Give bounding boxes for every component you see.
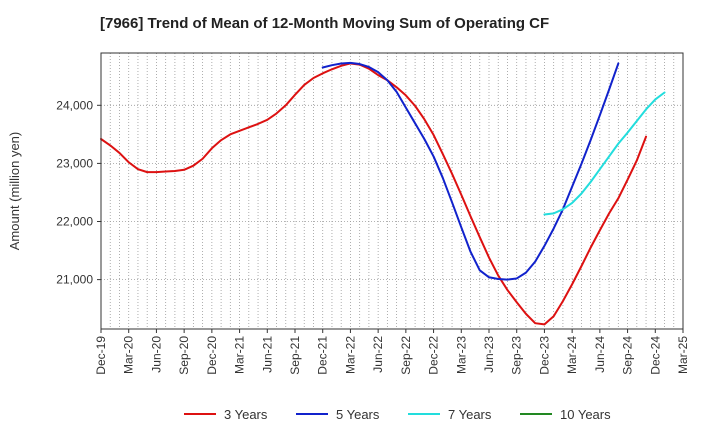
x-tick-label: Sep-24 <box>621 336 635 375</box>
x-tick-label: Dec-21 <box>316 336 330 375</box>
plot-border <box>100 52 684 330</box>
y-tick-label: 22,000 <box>56 215 93 229</box>
x-tick-label: Sep-20 <box>177 336 191 375</box>
x-tick-label: Dec-19 <box>94 336 108 375</box>
x-tick-label: Mar-22 <box>343 336 357 374</box>
x-tick-label: Jun-20 <box>149 336 163 373</box>
x-gridlines <box>109 53 675 329</box>
plot-frame <box>101 53 683 329</box>
x-tick-label: Dec-24 <box>648 336 662 375</box>
legend-label: 10 Years <box>560 407 611 422</box>
series-line-7-years <box>543 91 666 216</box>
x-tick-label: Jun-24 <box>593 336 607 373</box>
y-tick-label: 23,000 <box>56 156 93 170</box>
x-tick-label: Mar-21 <box>233 336 247 374</box>
series-layer <box>100 61 666 326</box>
x-tick-label: Jun-23 <box>482 336 496 373</box>
legend-label: 3 Years <box>224 407 268 422</box>
x-axis-ticks: Dec-19 Mar-20 Jun-20 Sep-20 Dec-20 Mar-21 Jun-… <box>94 329 690 375</box>
x-tick-label: Sep-22 <box>399 336 413 375</box>
x-tick-label: Mar-24 <box>565 336 579 374</box>
x-tick-label: Sep-23 <box>510 336 524 375</box>
chart-title: [7966] Trend of Mean of 12-Month Moving … <box>100 15 549 32</box>
x-tick-label: Mar-23 <box>454 336 468 374</box>
legend-label: 7 Years <box>448 407 492 422</box>
x-tick-label: Sep-21 <box>288 336 302 375</box>
y-axis-label: Amount (million yen) <box>7 132 22 251</box>
legend-label: 5 Years <box>336 407 380 422</box>
plot-area <box>100 52 684 330</box>
legend: 3 Years 5 Years 7 Years 10 Years <box>184 407 611 422</box>
series-line-3-years <box>100 62 648 326</box>
y-tick-label: 21,000 <box>56 273 93 287</box>
x-tick-label: Jun-22 <box>371 336 385 373</box>
x-tick-label: Dec-22 <box>427 336 441 375</box>
x-tick-label: Mar-20 <box>122 336 136 374</box>
y-tick-label: 24,000 <box>56 98 93 112</box>
x-tick-label: Dec-23 <box>537 336 551 375</box>
series-line-5-years <box>321 61 620 281</box>
x-tick-label: Mar-25 <box>676 336 690 374</box>
x-tick-label: Jun-21 <box>260 336 274 373</box>
y-axis-ticks: 21,000 22,000 23,000 24,000 <box>56 98 101 287</box>
x-tick-label: Dec-20 <box>205 336 219 375</box>
